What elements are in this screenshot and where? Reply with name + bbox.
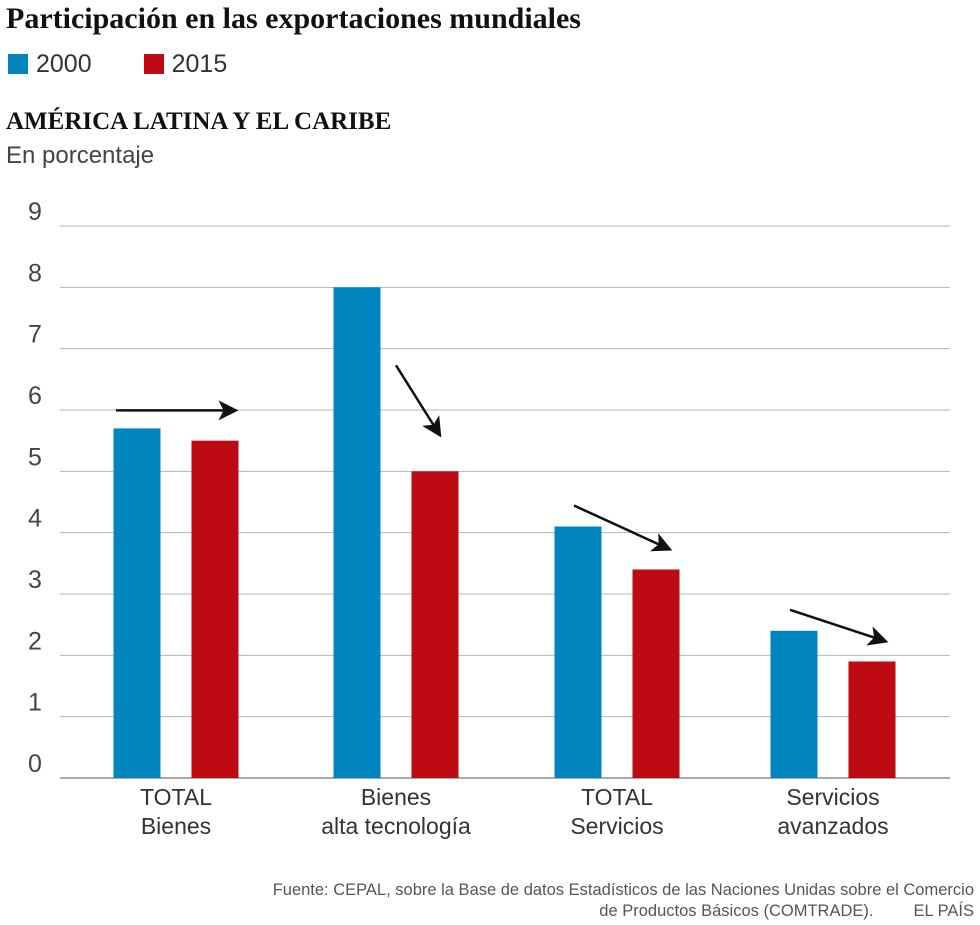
trend-arrow-icon (789, 608, 889, 646)
bar-2015-0 (191, 440, 239, 778)
source-note: Fuente: CEPAL, sobre la Base de datos Es… (74, 880, 974, 922)
trend-arrow-icon (573, 504, 673, 552)
x-tick-label: avanzados (777, 813, 888, 839)
bar-chart: 0 1 2 3 4 5 6 7 8 9 TOTAL Bienes Bienes alta tecnolog… (28, 198, 950, 839)
bar-2015-2 (632, 569, 680, 778)
bar-2015-1 (411, 471, 459, 778)
bar-2015-3 (848, 661, 896, 778)
legend-swatch-2015 (143, 54, 164, 74)
x-tick-label: Bienes (141, 813, 211, 839)
bar-2000-2 (554, 526, 602, 778)
source-line-1: Fuente: CEPAL, sobre la Base de datos Es… (272, 881, 974, 899)
y-tick-label: 4 (28, 505, 42, 533)
bar-2000-1 (333, 287, 381, 778)
chart-subtitle: AMÉRICA LATINA Y EL CARIBE (6, 108, 392, 135)
source-line-2: de Productos Básicos (COMTRADE). EL PAÍS (74, 901, 974, 922)
legend-swatch-2000 (8, 54, 28, 74)
y-tick-label: 3 (28, 566, 42, 594)
x-tick-label: alta tecnología (321, 813, 471, 839)
x-tick-label: TOTAL (140, 784, 212, 810)
legend-item-2015: 2015 (143, 49, 228, 79)
x-tick-label: Bienes (361, 784, 431, 810)
x-tick-label: Servicios (786, 784, 879, 810)
unit-label: En porcentaje (6, 142, 155, 169)
legend-item-2000: 2000 (8, 50, 92, 79)
source-line-2-text: de Productos Básicos (COMTRADE). (599, 902, 874, 920)
y-tick-label: 5 (28, 443, 42, 471)
y-tick-label: 0 (28, 750, 42, 778)
y-tick-label: 1 (28, 689, 42, 717)
legend-label-2000: 2000 (36, 49, 92, 78)
legend-label-2015: 2015 (171, 49, 228, 78)
y-tick-label: 9 (28, 198, 42, 226)
publisher-brand: EL PAÍS (913, 902, 974, 920)
bar-2000-3 (770, 630, 818, 778)
x-tick-label: TOTAL (581, 784, 653, 810)
y-tick-label: 2 (28, 627, 42, 655)
legend: 2000 2015 (8, 50, 279, 78)
y-tick-label: 8 (28, 259, 42, 287)
bar-2000-0 (113, 428, 161, 778)
chart-title: Participación en las exportaciones mundi… (6, 2, 581, 35)
y-tick-label: 7 (28, 321, 42, 349)
trend-arrow-icon (394, 364, 442, 438)
y-tick-label: 6 (28, 382, 42, 410)
x-tick-label: Servicios (570, 813, 663, 839)
